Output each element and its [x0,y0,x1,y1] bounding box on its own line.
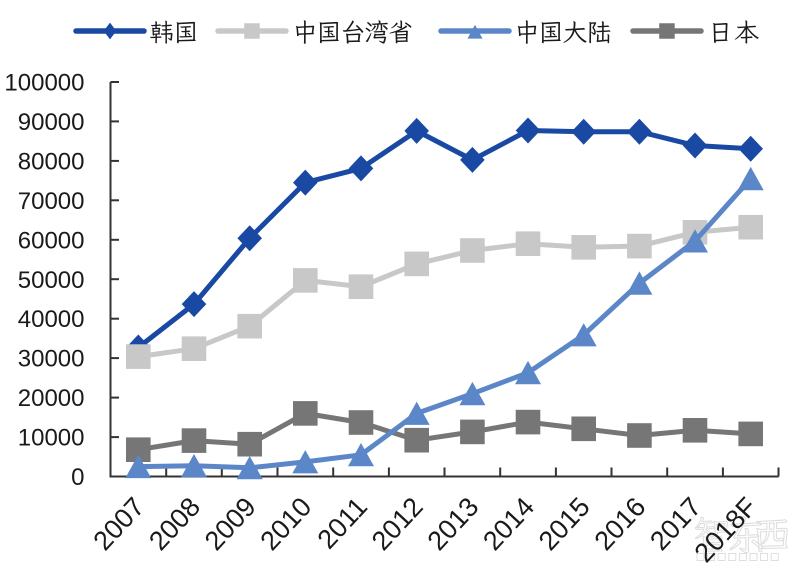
svg-text:30000: 30000 [18,346,85,373]
svg-text:40000: 40000 [18,306,85,333]
svg-text:70000: 70000 [18,188,85,215]
svg-text:20000: 20000 [18,385,85,412]
svg-text:90000: 90000 [18,109,85,136]
svg-text:50000: 50000 [18,267,85,294]
svg-text:10000: 10000 [18,425,85,452]
svg-text:0: 0 [71,464,84,491]
svg-text:100000: 100000 [4,70,84,97]
svg-text:60000: 60000 [18,227,85,254]
svg-text:80000: 80000 [18,148,85,175]
